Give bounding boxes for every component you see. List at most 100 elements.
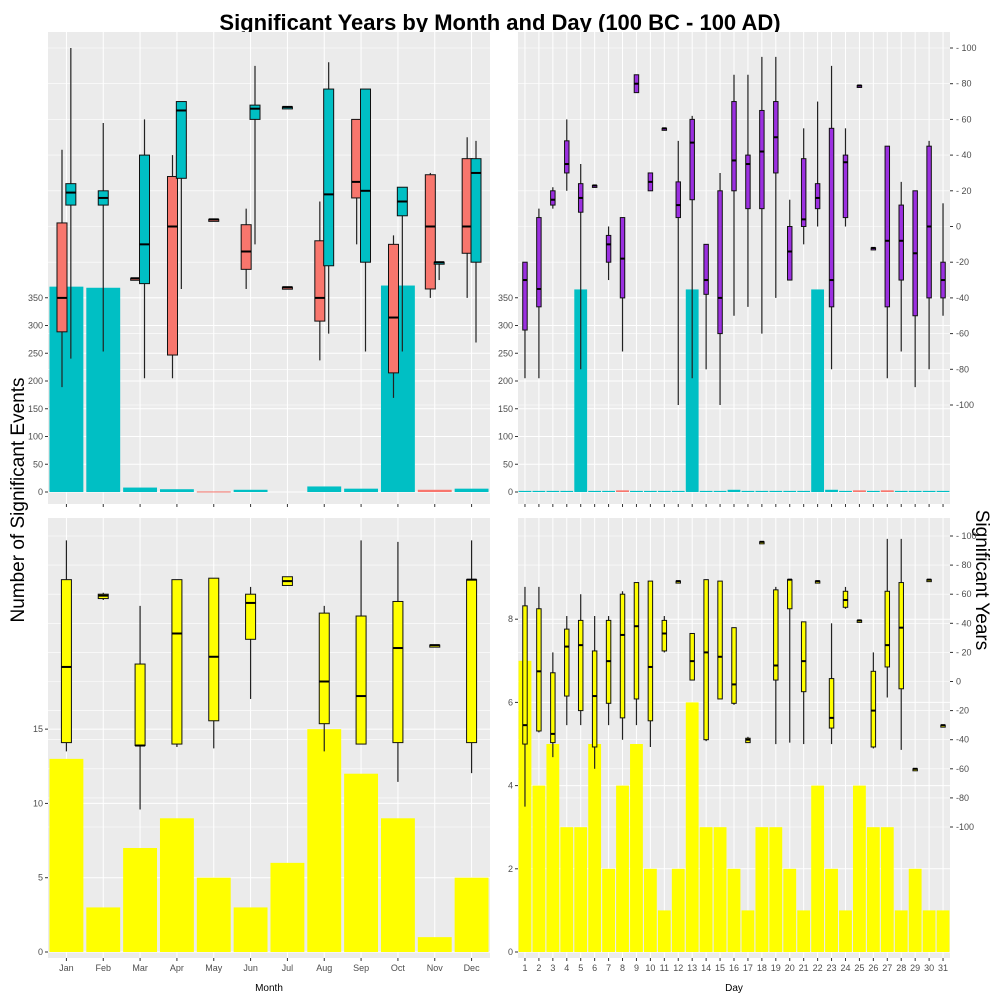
bar-salmon [196,491,231,493]
boxplot [661,616,668,653]
bar-yellow [344,773,379,952]
boxplot [281,105,293,110]
boxplot [717,172,723,405]
y-tick-label: 300 [28,321,43,331]
boxplot-box [828,678,835,729]
bar-teal [741,490,755,492]
boxplot-box [139,154,151,285]
year-tick-label: 0 [956,222,961,232]
boxplot [550,187,556,209]
year-tick-label: - 20 [956,186,972,196]
bar-yellow [894,910,908,952]
bar-teal [588,490,602,492]
x-tick-label: 7 [606,963,611,973]
year-tick-label: -60 [956,764,969,774]
year-tick-label: -60 [956,329,969,339]
x-tick-label: 24 [840,963,850,973]
bar-yellow [811,785,825,952]
boxplot [647,172,654,192]
x-axis-title: Day [725,983,743,994]
y-tick-label: 150 [28,404,43,414]
x-tick-label: 1 [522,963,527,973]
x-tick-label: 27 [882,963,892,973]
boxplot [166,155,178,379]
boxplot-box [522,605,528,745]
boxplot [633,74,640,94]
boxplot [647,580,654,747]
year-tick-label: -40 [956,735,969,745]
boxplot [424,172,436,298]
boxplot [175,101,187,289]
boxplot-box [870,670,877,748]
bar-yellow [908,868,922,952]
boxplot [814,101,821,227]
boxplot-box [171,579,183,745]
bar-teal [825,489,838,492]
boxplot [97,592,109,601]
boxplot-box [703,579,709,741]
y-tick-label: 200 [498,376,513,386]
bar-yellow [685,702,699,952]
year-tick-label: -20 [956,706,969,716]
boxplot [773,56,779,298]
x-tick-label: Sep [353,963,369,973]
x-tick-label: 21 [799,963,809,973]
bar-yellow [49,758,84,952]
left-axis: 0 50 100 150 200 250 300 350 [498,293,518,497]
x-tick-label: Nov [427,963,444,973]
boxplot [245,586,257,699]
boxplot-box [536,608,542,732]
boxplot-box [605,234,612,263]
year-tick-label: -80 [956,364,969,374]
y-tick-label: 8 [508,614,513,624]
boxplot [842,128,849,227]
bar-teal [685,289,699,492]
boxplot-box [689,118,695,201]
boxplot [387,235,399,398]
left-axis: 0 50 100 150 200 250 300 350 [28,293,48,497]
x-tick-label: 12 [673,963,683,973]
x-tick-label: Feb [95,963,111,973]
bar-salmon [880,490,894,492]
y-tick-label: 50 [503,459,513,469]
bar-salmon [616,490,629,492]
bar-yellow [630,744,643,952]
bar-yellow [713,827,727,952]
bar-teal [560,490,574,492]
boxplot-box [166,176,178,356]
bar-teal [454,488,489,492]
boxplot-box [536,217,542,308]
boxplot-box [759,109,765,210]
boxplot [787,199,793,281]
boxplot-box [842,154,849,219]
x-tick-label: 10 [645,963,655,973]
bar-yellow [307,729,342,952]
boxplot [703,243,709,370]
boxplot [633,582,640,726]
boxplot [842,586,849,609]
x-tick-label: 19 [771,963,781,973]
y-tick-label: 250 [498,348,513,358]
bar-teal [713,490,727,492]
boxplot-box [360,88,372,263]
x-tick-label: 14 [701,963,711,973]
boxplot [281,286,293,290]
boxplot [171,579,183,747]
boxplot-box [550,190,556,206]
boxplot-box [577,619,584,712]
bar-yellow [454,877,489,952]
bars [49,729,489,952]
bar-salmon [417,489,452,492]
x-axis: 1 2 3 4 5 6 7 8 9 10 11 12 13 14 15 16 17 18 19 20 21 22 23 24 2… [522,958,948,973]
x-tick-label: Oct [391,963,406,973]
y-tick-label: 50 [33,459,43,469]
bar-yellow [380,818,415,952]
boxplot [139,119,151,379]
bar-teal [671,490,685,492]
x-tick-label: 20 [785,963,795,973]
bars [518,289,950,492]
year-tick-label: -40 [956,293,969,303]
bar-teal [546,490,560,492]
